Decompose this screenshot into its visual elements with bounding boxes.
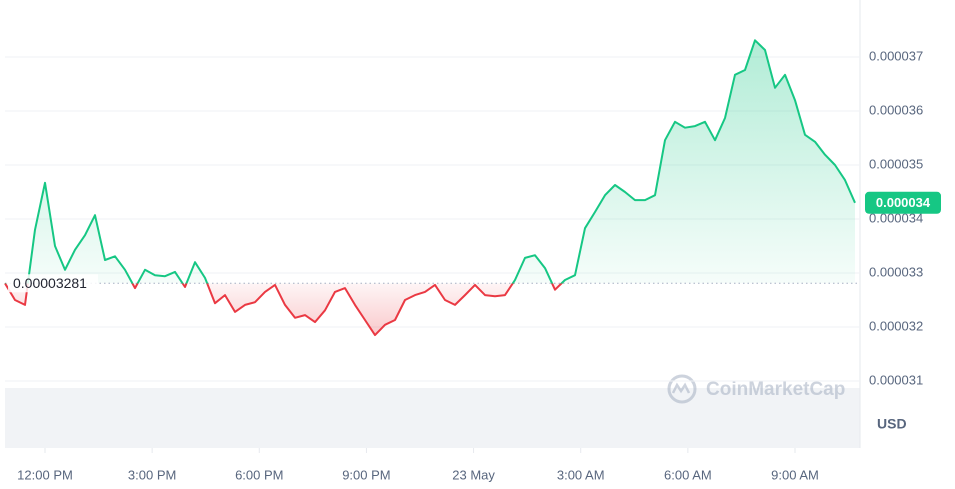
y-tick-label: 0.000036 bbox=[869, 102, 923, 117]
x-tick-label: 23 May bbox=[452, 467, 495, 482]
unit-label: USD bbox=[877, 416, 907, 432]
volume-area bbox=[5, 388, 860, 448]
y-tick-label: 0.000032 bbox=[869, 318, 923, 333]
x-tick-label: 6:00 PM bbox=[235, 467, 283, 482]
y-tick-label: 0.000031 bbox=[869, 372, 923, 387]
current-price-badge bbox=[865, 191, 941, 214]
x-tick-label: 9:00 AM bbox=[771, 467, 819, 482]
x-tick-label: 3:00 PM bbox=[128, 467, 176, 482]
y-tick-label: 0.000037 bbox=[869, 48, 923, 63]
watermark-text: CoinMarketCap bbox=[706, 379, 845, 400]
x-tick-label: 3:00 AM bbox=[557, 467, 605, 482]
area bbox=[5, 40, 855, 336]
y-tick-label: 0.000034 bbox=[869, 210, 923, 225]
y-tick-label: 0.000033 bbox=[869, 264, 923, 279]
baseline-label-bg bbox=[8, 274, 98, 293]
x-tick-label: 12:00 PM bbox=[17, 467, 73, 482]
x-tick-label: 6:00 AM bbox=[664, 467, 712, 482]
current-price-label: 0.000034 bbox=[876, 195, 931, 210]
x-tick-label: 9:00 PM bbox=[342, 467, 390, 482]
baseline-label: 0.00003281 bbox=[13, 275, 87, 291]
price-line bbox=[4, 39, 856, 337]
watermark: CoinMarketCap bbox=[667, 374, 845, 404]
y-tick-label: 0.000035 bbox=[869, 156, 923, 171]
